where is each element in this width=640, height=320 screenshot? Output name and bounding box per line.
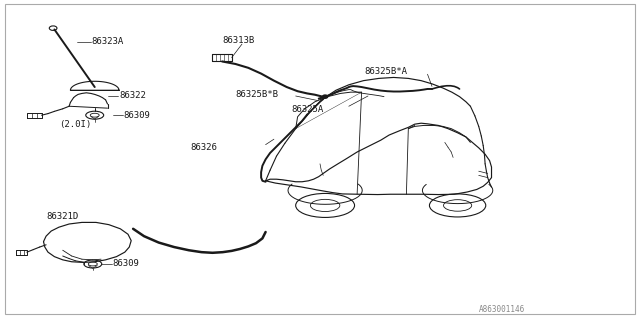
Text: 86323A: 86323A — [92, 37, 124, 46]
Text: 86326: 86326 — [191, 143, 218, 152]
Text: 86325A: 86325A — [291, 105, 323, 114]
Text: 86309: 86309 — [113, 260, 140, 268]
Text: 86322: 86322 — [119, 92, 146, 100]
Text: 86313B: 86313B — [223, 36, 255, 45]
Text: 86321D: 86321D — [46, 212, 78, 221]
Text: (2.0I): (2.0I) — [59, 120, 91, 129]
Text: 86309: 86309 — [124, 111, 150, 120]
Text: 86325B*B: 86325B*B — [236, 90, 278, 99]
Text: A863001146: A863001146 — [479, 305, 525, 314]
Ellipse shape — [323, 95, 328, 98]
Text: 86325B*A: 86325B*A — [365, 67, 408, 76]
